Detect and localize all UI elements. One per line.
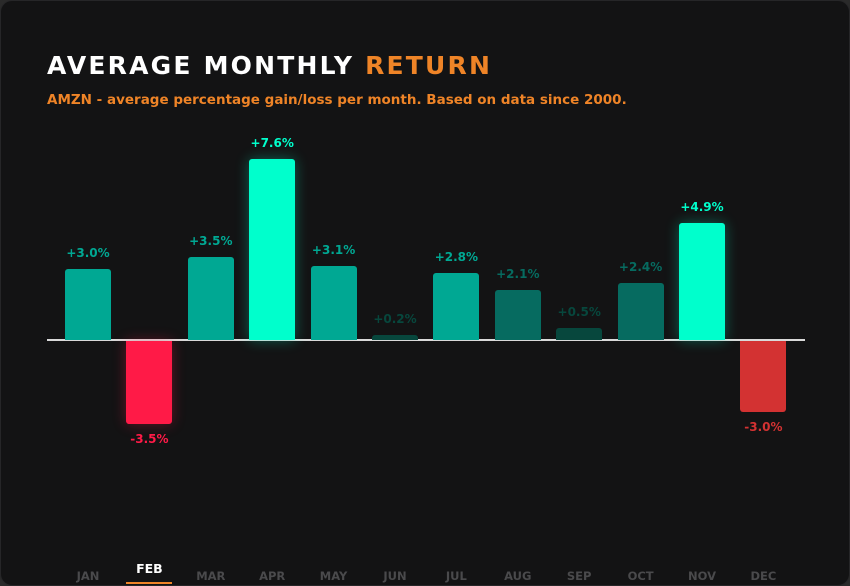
bar-apr[interactable] — [249, 159, 296, 340]
bar-sep[interactable] — [556, 328, 603, 340]
chart-subtitle: AMZN - average percentage gain/loss per … — [47, 92, 627, 108]
bar-feb[interactable] — [126, 341, 173, 425]
tab-label: JAN — [76, 569, 100, 583]
tab-label: MAR — [196, 569, 226, 583]
value-label-mar: +3.5% — [189, 233, 233, 248]
bar-jun[interactable] — [372, 335, 418, 340]
tab-feb[interactable]: FEB — [124, 561, 174, 584]
tab-label: NOV — [688, 569, 716, 583]
month-tabs: JAN FEB MAR APR MAY JUN JUL AUG SEP OCT NOV DEC — [1, 561, 849, 585]
tab-nov[interactable]: NOV — [677, 569, 727, 583]
bar-oct[interactable] — [617, 282, 664, 340]
zero-baseline — [47, 339, 805, 341]
tab-oct[interactable]: OCT — [616, 569, 666, 583]
tab-apr[interactable]: APR — [247, 569, 297, 583]
tab-label: JUN — [383, 569, 407, 583]
tab-label: DEC — [750, 569, 777, 583]
value-label-dec: -3.0% — [744, 420, 783, 435]
tab-label: JUL — [445, 569, 467, 583]
tab-jul[interactable]: JUL — [431, 569, 481, 583]
title-accent: RETURN — [365, 51, 493, 80]
tab-dec[interactable]: DEC — [738, 569, 788, 583]
value-label-apr: +7.6% — [250, 136, 294, 151]
tab-label: APR — [259, 569, 286, 583]
tab-label: OCT — [627, 569, 654, 583]
title-main: AVERAGE MONTHLY — [47, 51, 355, 80]
value-label-jun: +0.2% — [373, 312, 417, 326]
bar-nov[interactable] — [679, 223, 725, 340]
value-label-oct: +2.4% — [618, 259, 663, 274]
bar-jul[interactable] — [433, 273, 480, 340]
bar-dec[interactable] — [740, 341, 787, 413]
tab-jun[interactable]: JUN — [370, 569, 420, 583]
value-label-jul: +2.8% — [434, 250, 479, 265]
active-tab-underline — [126, 582, 173, 584]
value-label-sep: +0.5% — [557, 305, 601, 320]
bar-may[interactable] — [310, 266, 357, 340]
tab-label: SEP — [566, 569, 592, 583]
value-label-nov: +4.9% — [680, 200, 724, 215]
chart-title: AVERAGE MONTHLY RETURN — [47, 51, 492, 80]
tab-mar[interactable]: MAR — [186, 569, 236, 583]
tab-may[interactable]: MAY — [309, 569, 359, 583]
tab-label: AUG — [504, 569, 532, 583]
tab-label: FEB — [136, 561, 163, 576]
tab-sep[interactable]: SEP — [554, 569, 604, 583]
tab-aug[interactable]: AUG — [493, 569, 543, 583]
bar-mar[interactable] — [187, 256, 234, 340]
bar-jan[interactable] — [65, 268, 111, 340]
value-label-aug: +2.1% — [496, 267, 540, 282]
value-label-feb: -3.5% — [130, 432, 169, 447]
value-label-may: +3.1% — [311, 243, 356, 258]
tab-label: MAY — [319, 569, 348, 583]
tab-jan[interactable]: JAN — [63, 569, 113, 583]
value-label-jan: +3.0% — [66, 245, 110, 260]
bar-aug[interactable] — [494, 290, 541, 340]
